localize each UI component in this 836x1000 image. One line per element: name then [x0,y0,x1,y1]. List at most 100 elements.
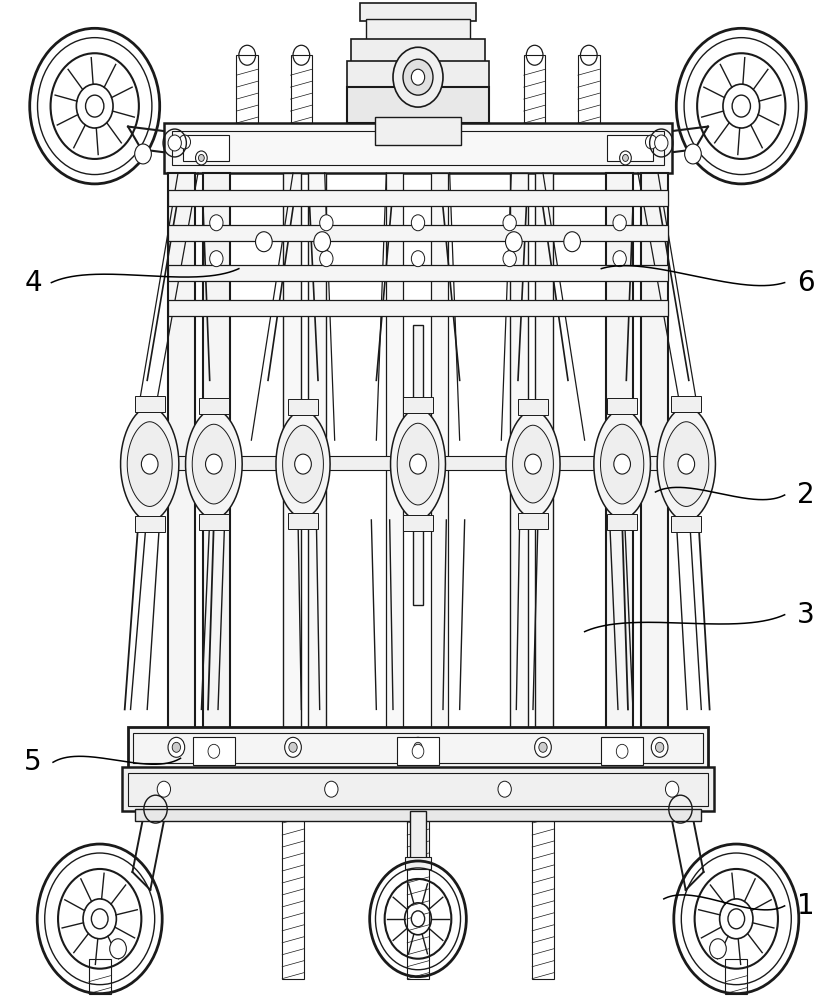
Circle shape [210,215,223,231]
Circle shape [563,232,580,252]
Circle shape [613,215,626,231]
Circle shape [614,454,630,474]
Circle shape [198,154,204,161]
Bar [347,87,489,123]
Bar [518,513,548,529]
Polygon shape [594,409,650,519]
Circle shape [393,47,443,107]
Circle shape [655,135,668,151]
Circle shape [256,232,273,252]
Polygon shape [283,425,324,503]
Bar [375,117,461,145]
Circle shape [411,911,425,927]
Circle shape [135,144,151,164]
Bar [283,173,301,729]
Bar [135,396,165,412]
Circle shape [665,781,679,797]
Circle shape [623,154,629,161]
Polygon shape [664,422,709,506]
Bar [89,959,110,994]
Circle shape [728,909,745,929]
Bar [413,325,423,605]
Bar [122,767,714,811]
Bar [168,225,668,241]
Bar [366,19,470,41]
Circle shape [503,215,517,231]
Circle shape [85,95,104,117]
Circle shape [710,939,726,959]
Polygon shape [192,424,236,504]
Bar [607,398,637,414]
Polygon shape [186,409,242,519]
Circle shape [645,135,657,149]
Circle shape [206,454,222,474]
Bar [203,173,230,729]
Bar [291,55,312,123]
Bar [407,809,429,979]
Bar [431,173,448,729]
Bar [518,399,548,415]
Text: 6: 6 [797,269,814,297]
Circle shape [91,909,108,929]
Circle shape [294,454,311,474]
Bar [199,398,229,414]
Circle shape [503,251,517,267]
Polygon shape [390,408,446,520]
Circle shape [314,232,330,252]
Bar [288,513,318,529]
Circle shape [732,95,751,117]
Bar [168,265,668,281]
Bar [524,55,545,123]
Bar [168,456,668,470]
Bar [578,55,599,123]
Bar [410,811,426,861]
Circle shape [655,742,664,752]
Bar [172,131,664,165]
Circle shape [411,251,425,267]
Bar [607,135,653,161]
Circle shape [403,59,433,95]
Circle shape [289,742,297,752]
Bar [168,190,668,206]
Bar [535,173,553,729]
Bar [347,61,489,89]
Bar [193,737,235,765]
Circle shape [525,454,542,474]
Bar [403,397,433,413]
Circle shape [616,744,628,758]
Circle shape [141,454,158,474]
Bar [386,173,403,729]
Bar [351,39,485,63]
Bar [128,727,708,769]
Circle shape [685,144,701,164]
Circle shape [414,742,422,752]
Circle shape [208,744,220,758]
Circle shape [411,215,425,231]
Circle shape [157,781,171,797]
Circle shape [410,454,426,474]
Bar [397,737,439,765]
Bar [237,55,258,123]
Bar [641,173,668,729]
Circle shape [498,781,512,797]
Polygon shape [127,422,172,506]
Bar [128,773,708,806]
Circle shape [319,251,333,267]
Bar [510,173,528,729]
Bar [164,123,672,173]
Bar [168,173,195,729]
Bar [359,3,477,21]
Text: 1: 1 [797,892,814,920]
Bar [601,737,643,765]
Text: 4: 4 [24,269,42,297]
Bar [288,399,318,415]
Polygon shape [657,407,716,521]
Circle shape [324,781,338,797]
Bar [135,516,165,532]
Circle shape [172,742,181,752]
Bar [403,515,433,531]
Circle shape [613,251,626,267]
Circle shape [410,737,426,757]
Bar [135,809,701,821]
Circle shape [179,135,191,149]
